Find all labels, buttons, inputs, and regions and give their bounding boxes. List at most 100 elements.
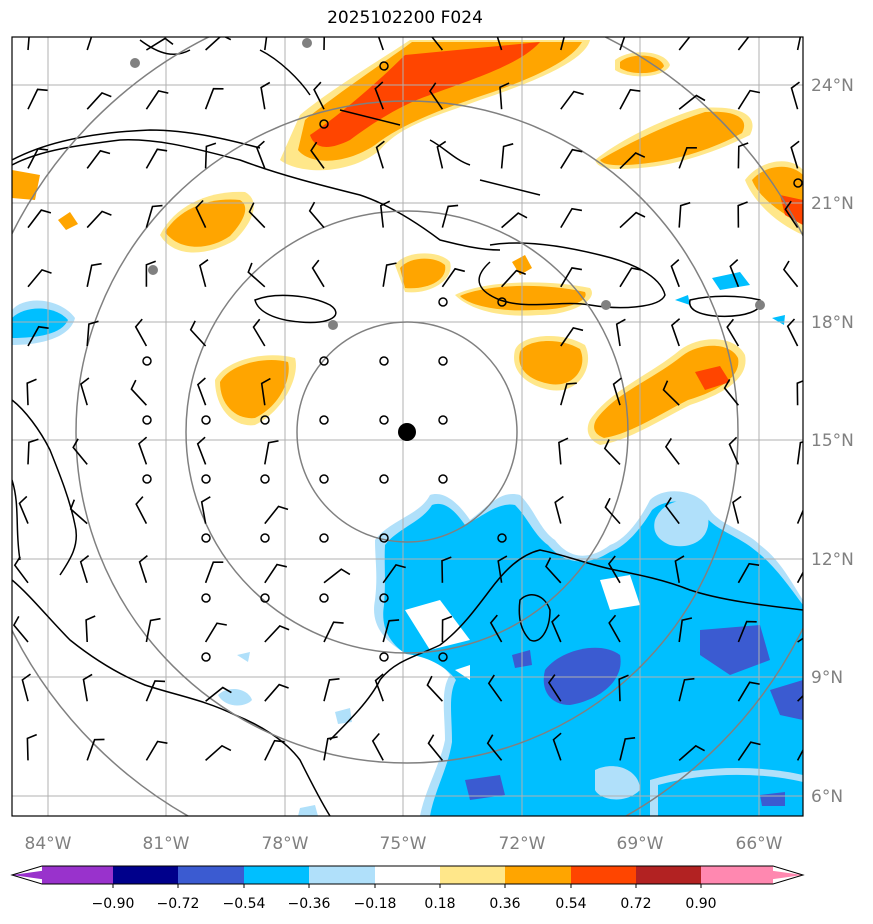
lat-label: 12°N [811,550,854,570]
wind-barb [27,147,49,169]
wind-barb [260,377,271,406]
colorbar-outline [10,865,805,885]
wind-barb [86,91,112,110]
wind-barb [145,740,168,761]
wind-barb [737,681,760,702]
wind-barb [487,674,503,702]
wind-barb [86,262,102,287]
wind-barb [670,259,680,288]
wind-barb [379,200,391,228]
wind-barb [264,683,289,702]
wind-barb [27,88,48,110]
wind-barb [26,378,37,406]
wind-barb [26,733,38,761]
lat-label: 21°N [811,194,854,214]
wind-barb [723,378,740,406]
wind-barb [204,622,227,643]
wind-barb [619,152,646,169]
wind-barb [204,87,224,110]
wind-barb [441,204,459,228]
wind-barb [784,200,799,229]
wind-barb [382,262,397,287]
wind-barb [382,563,406,584]
wind-barb [554,495,564,524]
wind-barb [737,741,761,761]
wind-barb [790,81,800,110]
latitude-labels: 24°N 21°N 18°N 15°N 12°N 9°N 6°N [811,76,854,807]
wind-barb [615,318,626,347]
wind-barb [323,736,338,761]
colorbar-tick: 0.90 [685,896,716,912]
wind-barb [558,437,569,465]
map-title: 2025102200 F024 [327,8,483,28]
wind-barb [796,441,803,465]
colorbar-tick: 0.54 [555,896,586,912]
wind-barb [313,81,325,110]
wind-barb [204,142,217,169]
wind-barb [374,81,384,110]
wind-barb [374,673,384,702]
lat-label: 6°N [811,787,843,807]
wind-barb [737,142,749,169]
wind-barb [664,497,680,525]
wind-barb [441,267,465,288]
wind-barb [678,94,706,110]
wind-barb [86,320,99,347]
wind-barb [255,140,266,169]
wind-barb [247,262,266,288]
wind-barb [552,732,562,761]
wind-barb [371,732,384,761]
wind-barbs [12,37,803,762]
lon-label: 69°W [617,834,664,854]
wind-barb [678,201,691,228]
wind-barb [310,141,325,169]
wind-barb [264,37,268,51]
wind-barb [737,620,757,643]
wind-barb [205,37,232,51]
wind-barb [728,436,740,465]
wind-barb [27,209,52,229]
wind-barb [27,268,52,288]
negative-anomaly-shading [12,272,803,816]
range-rings [12,37,803,816]
wind-barb [134,318,148,347]
storm-center-dot [398,423,416,441]
coastlines [12,39,803,816]
wind-barb [72,438,88,465]
colorbar-tick-labels: −0.90 −0.72 −0.54 −0.36 −0.18 0.18 0.36 … [92,896,717,912]
wind-barb [145,680,166,702]
wind-barb [612,377,622,406]
wind-barb [678,617,693,643]
wind-barb [200,496,211,524]
wind-barb [85,615,96,643]
wind-barb [603,439,621,465]
wind-barb [500,143,514,169]
wind-barb [86,210,112,229]
wind-barb [441,615,453,643]
wind-barb [619,211,646,229]
wind-barb [264,505,289,525]
wind-barb [560,207,583,229]
positive-anomaly-shading [12,40,803,445]
wind-barb [18,495,29,524]
wind-barb [560,37,565,51]
map-panel [12,37,803,816]
wind-barb [248,202,266,229]
wind-barb [678,744,705,762]
wind-barb [486,734,503,761]
wind-barb [431,37,444,51]
colorbar-tick: 0.72 [620,896,651,912]
wind-barb [264,739,285,761]
wind-barb [786,318,799,347]
wind-barb [619,267,642,288]
wind-barb [674,555,685,583]
wind-barb [12,616,29,643]
wind-barb [618,674,629,702]
wind-barb [86,37,93,51]
wind-barb [608,614,621,643]
wind-barb [729,259,740,288]
colorbar-segment [309,866,375,884]
wind-barb [796,748,803,761]
wind-barb [198,259,209,288]
calm-wind-markers [142,61,803,662]
